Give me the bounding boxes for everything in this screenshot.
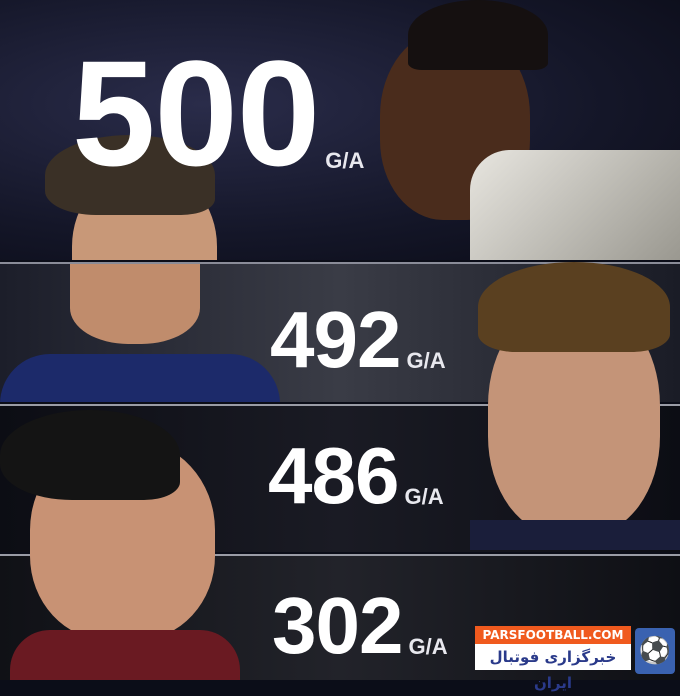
stat-unit: G/A <box>408 634 448 659</box>
stat-unit: G/A <box>406 348 446 373</box>
stat-row-4: 302 G/A <box>272 586 448 666</box>
stat-unit: G/A <box>325 148 365 173</box>
parsfootball-watermark: PARSFOOTBALL.COM خبرگزاری فوتبال ایران ⚽ <box>475 626 675 692</box>
stat-unit: G/A <box>404 484 444 509</box>
player-photo-left-shoulders <box>0 264 280 402</box>
stat-value: 500 <box>72 29 320 197</box>
stat-value: 486 <box>268 431 399 520</box>
stat-row-2: 492 G/A <box>270 300 446 380</box>
watermark-tagline: خبرگزاری فوتبال ایران <box>475 644 631 692</box>
stat-row-3: 486 G/A <box>268 436 444 516</box>
stat-value: 302 <box>272 581 403 670</box>
footballer-icon: ⚽ <box>635 628 675 674</box>
stat-value: 492 <box>270 295 401 384</box>
stat-row-1: 500 G/A <box>72 38 364 188</box>
watermark-site: PARSFOOTBALL.COM <box>475 626 631 644</box>
row-1-banner: 500 G/A <box>0 0 680 260</box>
